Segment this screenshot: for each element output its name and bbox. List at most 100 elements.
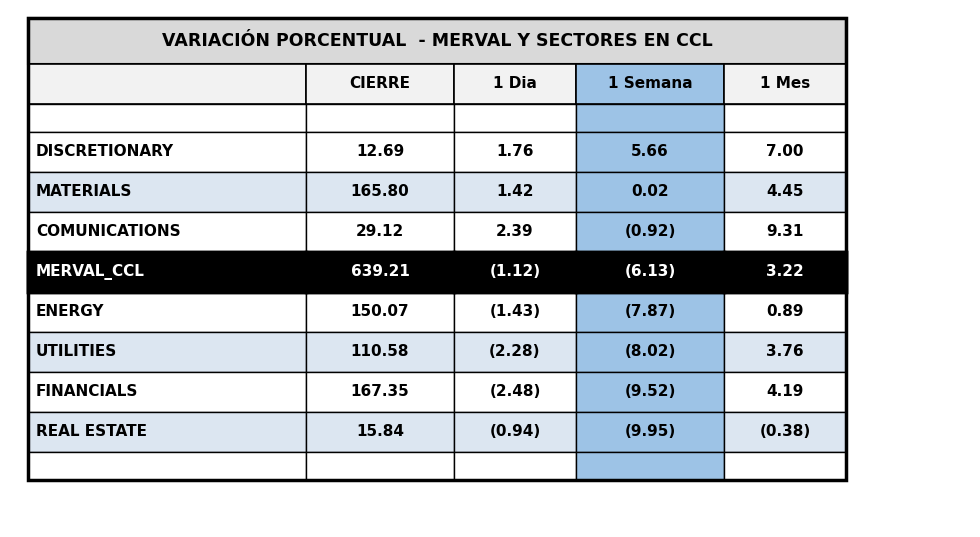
Bar	[28, 372, 306, 412]
Text: FINANCIALS: FINANCIALS	[36, 384, 138, 400]
Text: 29.12: 29.12	[356, 224, 404, 240]
Bar	[724, 212, 846, 252]
Bar	[576, 172, 724, 212]
Text: 150.07: 150.07	[351, 304, 410, 320]
Bar	[576, 412, 724, 452]
Text: 5.66: 5.66	[631, 144, 669, 159]
Text: 1 Dia: 1 Dia	[493, 76, 537, 91]
Bar	[724, 372, 846, 412]
Text: MERVAL_CCL: MERVAL_CCL	[36, 264, 145, 280]
Bar	[724, 64, 846, 104]
Bar	[28, 412, 306, 452]
Bar	[454, 252, 576, 292]
Bar	[306, 412, 454, 452]
Text: 167.35: 167.35	[351, 384, 410, 400]
Text: (6.13): (6.13)	[624, 265, 675, 279]
Text: (0.38): (0.38)	[760, 425, 810, 439]
Bar	[724, 332, 846, 372]
Bar	[28, 64, 306, 104]
Text: 7.00: 7.00	[766, 144, 804, 159]
Bar	[306, 252, 454, 292]
Text: DISCRETIONARY: DISCRETIONARY	[36, 144, 174, 159]
Bar	[454, 64, 576, 104]
Text: CIERRE: CIERRE	[350, 76, 411, 91]
Text: 12.69: 12.69	[356, 144, 404, 159]
Bar	[306, 292, 454, 332]
Text: 4.45: 4.45	[766, 185, 804, 200]
Text: 639.21: 639.21	[351, 265, 410, 279]
Bar	[28, 18, 846, 480]
Text: 15.84: 15.84	[356, 425, 404, 439]
Bar	[306, 372, 454, 412]
Bar	[724, 412, 846, 452]
Bar	[454, 132, 576, 172]
Bar	[576, 292, 724, 332]
Bar	[306, 212, 454, 252]
Bar	[454, 104, 576, 132]
Bar	[28, 332, 306, 372]
Text: 1.42: 1.42	[496, 185, 534, 200]
Text: (1.12): (1.12)	[489, 265, 541, 279]
Bar	[576, 64, 724, 104]
Bar	[724, 452, 846, 480]
Bar	[724, 172, 846, 212]
Text: (2.48): (2.48)	[489, 384, 541, 400]
Text: (9.52): (9.52)	[624, 384, 675, 400]
Bar	[28, 18, 846, 64]
Bar	[28, 452, 306, 480]
Bar	[28, 172, 306, 212]
Bar	[28, 212, 306, 252]
Text: (8.02): (8.02)	[624, 345, 675, 359]
Text: (2.28): (2.28)	[489, 345, 541, 359]
Bar	[306, 332, 454, 372]
Bar	[576, 132, 724, 172]
Text: 9.31: 9.31	[766, 224, 804, 240]
Text: 0.89: 0.89	[766, 304, 804, 320]
Bar	[28, 292, 306, 332]
Bar	[576, 332, 724, 372]
Text: MATERIALS: MATERIALS	[36, 185, 132, 200]
Bar	[454, 292, 576, 332]
Text: ENERGY: ENERGY	[36, 304, 105, 320]
Bar	[724, 104, 846, 132]
Bar	[454, 172, 576, 212]
Text: COMUNICATIONS: COMUNICATIONS	[36, 224, 180, 240]
Bar	[306, 172, 454, 212]
Bar	[454, 212, 576, 252]
Bar	[306, 132, 454, 172]
Bar	[724, 252, 846, 292]
Text: 4.19: 4.19	[766, 384, 804, 400]
Text: (0.94): (0.94)	[489, 425, 541, 439]
Text: (0.92): (0.92)	[624, 224, 675, 240]
Text: 3.76: 3.76	[766, 345, 804, 359]
Bar	[306, 104, 454, 132]
Text: VARIACIÓN PORCENTUAL  - MERVAL Y SECTORES EN CCL: VARIACIÓN PORCENTUAL - MERVAL Y SECTORES…	[162, 32, 712, 50]
Bar	[28, 252, 306, 292]
Bar	[28, 132, 306, 172]
Text: 1 Semana: 1 Semana	[608, 76, 692, 91]
Bar	[454, 372, 576, 412]
Text: REAL ESTATE: REAL ESTATE	[36, 425, 147, 439]
Bar	[576, 372, 724, 412]
Bar	[576, 212, 724, 252]
Text: 1 Mes: 1 Mes	[760, 76, 810, 91]
Text: 1.76: 1.76	[496, 144, 534, 159]
Bar	[454, 452, 576, 480]
Bar	[28, 252, 846, 292]
Bar	[454, 332, 576, 372]
Bar	[724, 292, 846, 332]
Text: (9.95): (9.95)	[624, 425, 675, 439]
Text: 2.39: 2.39	[496, 224, 534, 240]
Bar	[576, 252, 724, 292]
Text: 0.02: 0.02	[631, 185, 668, 200]
Bar	[306, 64, 454, 104]
Text: 3.22: 3.22	[766, 265, 804, 279]
Bar	[28, 104, 306, 132]
Bar	[576, 104, 724, 132]
Text: (7.87): (7.87)	[624, 304, 675, 320]
Text: (1.43): (1.43)	[489, 304, 541, 320]
Bar	[454, 412, 576, 452]
Bar	[576, 452, 724, 480]
Text: UTILITIES: UTILITIES	[36, 345, 118, 359]
Text: 165.80: 165.80	[351, 185, 410, 200]
